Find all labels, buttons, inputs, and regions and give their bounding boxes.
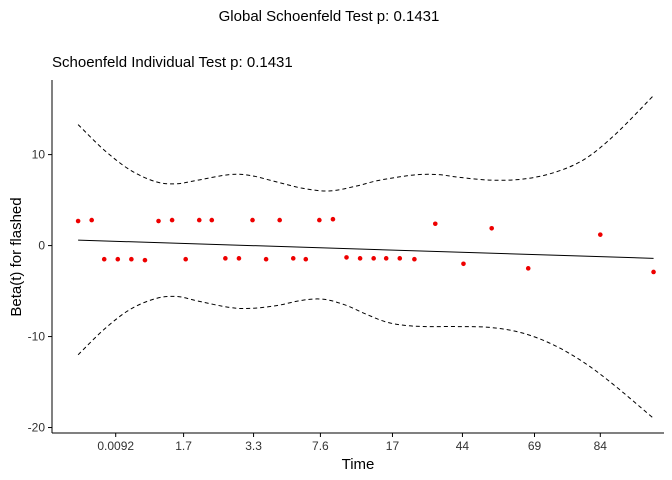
residual-point	[317, 217, 322, 223]
residual-point	[371, 256, 376, 261]
residual-point	[412, 256, 417, 262]
x-tick-label: 44	[456, 439, 470, 453]
residual-point	[129, 256, 134, 262]
residual-point	[383, 256, 389, 261]
residual-point	[277, 217, 282, 223]
x-tick-label: 69	[528, 439, 542, 453]
residual-point	[489, 225, 494, 231]
y-axis-ticks: -20 -10 0 10	[28, 148, 52, 435]
residual-point	[263, 256, 269, 262]
residual-point	[432, 221, 438, 227]
residual-point	[303, 256, 309, 262]
residual-point	[115, 256, 121, 262]
chart-title: Schoenfeld Individual Test p: 0.1431	[52, 54, 293, 71]
lower-confidence-band	[77, 295, 654, 419]
y-tick-label: -10	[28, 330, 46, 344]
plot-area	[75, 95, 656, 419]
residual-point	[250, 217, 255, 223]
residual-point	[142, 257, 148, 263]
x-tick-label: 3.3	[245, 439, 262, 453]
residual-point	[461, 261, 466, 267]
y-tick-label: 0	[38, 239, 45, 253]
residual-point	[357, 256, 363, 261]
global-test-title: Global Schoenfeld Test p: 0.1431	[219, 8, 440, 25]
residual-point	[101, 256, 107, 262]
x-tick-label: 84	[594, 439, 608, 453]
x-axis-ticks: 0.0092 1.7 3.3 7.6 17 44 69 84	[97, 433, 607, 453]
x-tick-label: 1.7	[175, 439, 192, 453]
residual-point	[597, 232, 603, 237]
residual-point	[183, 256, 188, 262]
x-tick-label: 0.0092	[97, 439, 134, 453]
residual-point	[344, 255, 349, 260]
residual-point	[223, 256, 228, 261]
residual-point	[196, 217, 202, 223]
residual-point	[209, 217, 215, 223]
y-tick-label: 10	[32, 148, 46, 162]
residual-point	[290, 256, 296, 261]
residual-point	[75, 218, 81, 224]
residual-point	[397, 256, 403, 261]
residual-point	[525, 266, 531, 271]
fitted-beta-line	[78, 239, 654, 259]
x-tick-label: 7.6	[312, 439, 329, 453]
upper-confidence-band	[77, 95, 654, 192]
x-tick-label: 17	[386, 439, 400, 453]
residual-point	[89, 217, 94, 223]
y-axis-label: Beta(t) for flashed	[8, 197, 25, 316]
residual-point	[651, 269, 656, 275]
y-tick-label: -20	[28, 421, 46, 435]
residual-point	[156, 218, 161, 224]
x-axis-label: Time	[342, 456, 375, 473]
residual-point	[236, 256, 242, 261]
residual-point	[330, 216, 336, 222]
residual-point	[169, 217, 175, 223]
